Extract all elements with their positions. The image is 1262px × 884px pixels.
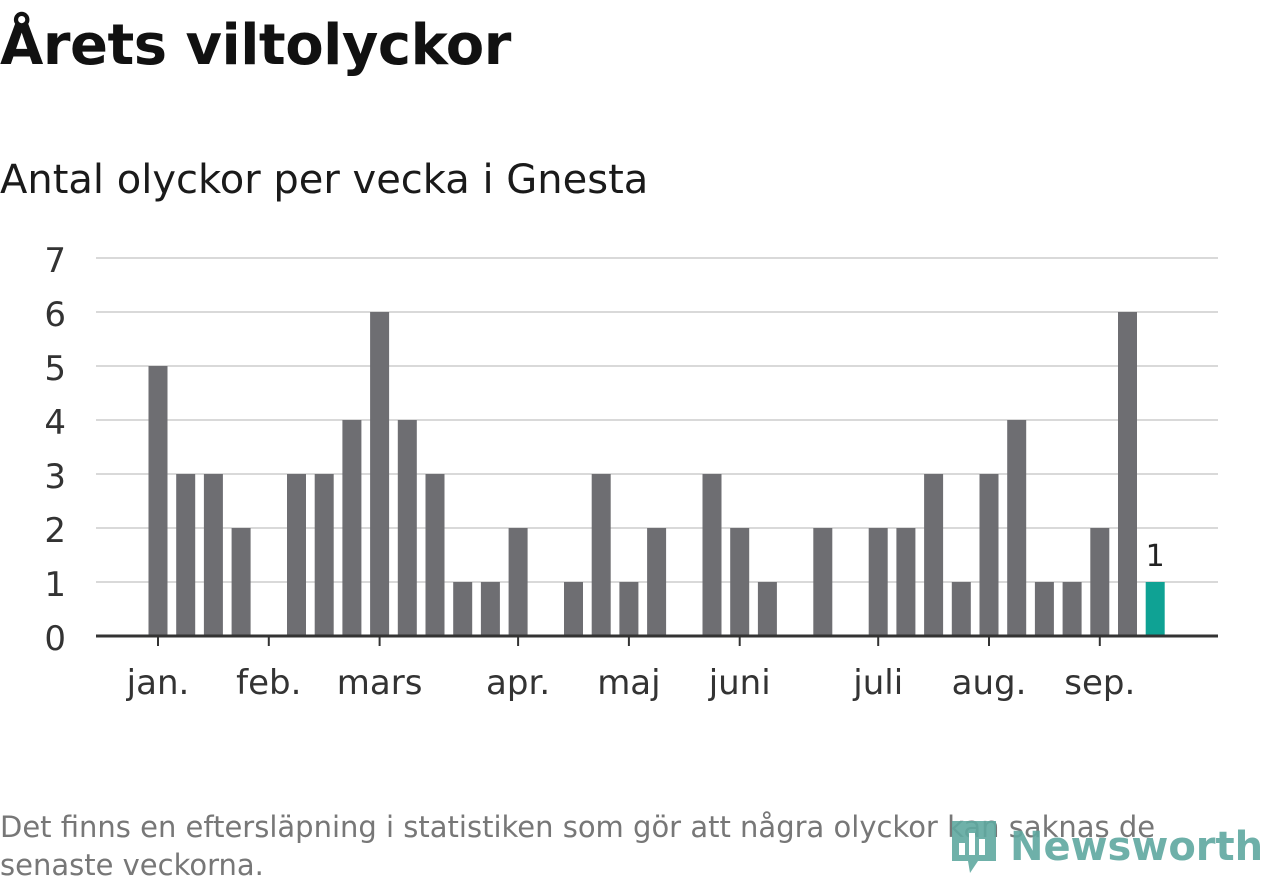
newsworthy-logo-icon bbox=[952, 821, 996, 873]
bar bbox=[868, 528, 888, 636]
y-tick-label: 2 bbox=[44, 511, 66, 551]
bar bbox=[397, 420, 417, 636]
bar bbox=[1007, 420, 1027, 636]
bar bbox=[979, 474, 999, 636]
bar bbox=[453, 582, 473, 636]
bar bbox=[314, 474, 334, 636]
y-tick-label: 3 bbox=[44, 457, 66, 497]
x-tick-label: sep. bbox=[1064, 663, 1135, 703]
y-tick-label: 1 bbox=[44, 565, 66, 605]
bar bbox=[508, 528, 528, 636]
newsworthy-logo: Newsworthy bbox=[948, 816, 1262, 878]
bar bbox=[148, 366, 168, 636]
x-tick-label: apr. bbox=[486, 663, 550, 703]
x-tick-label: mars bbox=[337, 663, 423, 703]
y-tick-label: 6 bbox=[44, 295, 66, 335]
bar bbox=[1118, 312, 1137, 636]
data-label: 1 bbox=[1146, 539, 1165, 574]
bar-chart: 0 1 2 3 4 5 6 7 1 jan. feb. mars apr. maj juni juli aug.… bbox=[44, 241, 1218, 703]
x-tick-label: aug. bbox=[952, 663, 1027, 703]
y-tick-label: 4 bbox=[44, 403, 66, 443]
bar bbox=[619, 582, 639, 636]
bar bbox=[591, 474, 611, 636]
bar bbox=[176, 474, 196, 636]
y-tick-label: 5 bbox=[44, 349, 66, 389]
bar bbox=[730, 528, 750, 636]
x-tick-label: maj bbox=[597, 663, 660, 703]
bar bbox=[896, 528, 916, 636]
bar bbox=[647, 528, 667, 636]
y-tick-label: 7 bbox=[44, 241, 66, 281]
bar bbox=[287, 474, 306, 636]
bar bbox=[231, 528, 251, 636]
chart-subtitle: Antal olyckor per vecka i Gnesta bbox=[0, 157, 649, 203]
bar bbox=[951, 582, 971, 636]
chart-title: Årets viltolyckor bbox=[0, 13, 511, 78]
x-tick-label: jan. bbox=[126, 663, 190, 703]
bar bbox=[1090, 528, 1110, 636]
x-tick-label: juni bbox=[708, 663, 771, 703]
bar bbox=[1034, 582, 1054, 636]
bar bbox=[757, 582, 777, 636]
bar bbox=[564, 582, 583, 636]
bar bbox=[924, 474, 944, 636]
bar bbox=[342, 420, 362, 636]
bar bbox=[203, 474, 223, 636]
bar bbox=[702, 474, 722, 636]
bar bbox=[425, 474, 445, 636]
y-tick-label: 0 bbox=[44, 619, 66, 659]
bar bbox=[1062, 582, 1082, 636]
bar bbox=[370, 312, 390, 636]
logo-text: Newsworthy bbox=[1010, 824, 1262, 870]
bar-highlight bbox=[1145, 582, 1165, 636]
bar bbox=[813, 528, 833, 636]
x-tick-label: juli bbox=[852, 663, 903, 703]
x-tick-label: feb. bbox=[236, 663, 301, 703]
bar bbox=[480, 582, 500, 636]
